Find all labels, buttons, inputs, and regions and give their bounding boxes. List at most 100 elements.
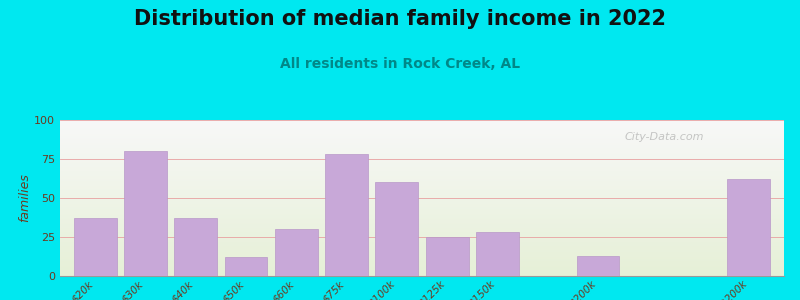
Bar: [60, 159, 784, 160]
Bar: [60, 161, 784, 162]
Bar: [60, 220, 784, 221]
Text: All residents in Rock Creek, AL: All residents in Rock Creek, AL: [280, 57, 520, 71]
Bar: [60, 152, 784, 153]
Bar: [60, 176, 784, 177]
Bar: [60, 226, 784, 227]
Bar: [60, 169, 784, 170]
Bar: [60, 237, 784, 238]
Bar: [60, 232, 784, 233]
Bar: [60, 255, 784, 256]
Bar: [60, 192, 784, 193]
Bar: [60, 136, 784, 137]
Bar: [60, 223, 784, 224]
Bar: [60, 198, 784, 199]
Bar: [60, 137, 784, 138]
Bar: [60, 121, 784, 122]
Bar: [60, 144, 784, 145]
Bar: [60, 264, 784, 265]
Bar: [60, 212, 784, 213]
Bar: [60, 242, 784, 243]
Bar: [60, 240, 784, 241]
Bar: [60, 167, 784, 168]
Bar: [60, 234, 784, 235]
Bar: [60, 254, 784, 255]
Bar: [60, 188, 784, 189]
Bar: [60, 149, 784, 150]
Bar: [275, 229, 318, 276]
Bar: [60, 139, 784, 140]
Bar: [174, 218, 217, 276]
Bar: [60, 268, 784, 269]
Bar: [74, 218, 117, 276]
Bar: [60, 157, 784, 158]
Bar: [60, 245, 784, 246]
Bar: [60, 222, 784, 223]
Bar: [60, 132, 784, 133]
Y-axis label: families: families: [18, 174, 31, 222]
Bar: [60, 265, 784, 266]
Bar: [60, 173, 784, 174]
Bar: [60, 135, 784, 136]
Bar: [60, 165, 784, 166]
Bar: [60, 210, 784, 211]
Bar: [124, 151, 167, 276]
Bar: [60, 150, 784, 151]
Bar: [60, 200, 784, 201]
Bar: [60, 163, 784, 164]
Bar: [60, 262, 784, 263]
Bar: [60, 216, 784, 217]
Bar: [60, 233, 784, 234]
Bar: [60, 141, 784, 142]
Bar: [60, 123, 784, 124]
Bar: [60, 261, 784, 262]
Bar: [60, 179, 784, 180]
Bar: [60, 199, 784, 200]
Bar: [60, 164, 784, 165]
Bar: [60, 186, 784, 187]
Bar: [60, 267, 784, 268]
Bar: [60, 224, 784, 225]
Bar: [60, 190, 784, 191]
Bar: [60, 153, 784, 154]
Bar: [60, 183, 784, 184]
Bar: [60, 174, 784, 175]
Bar: [60, 256, 784, 257]
Bar: [60, 182, 784, 183]
Bar: [60, 133, 784, 134]
Bar: [60, 227, 784, 228]
Bar: [60, 250, 784, 251]
Bar: [60, 122, 784, 123]
Bar: [60, 151, 784, 152]
Bar: [60, 145, 784, 146]
Bar: [60, 209, 784, 210]
Bar: [60, 140, 784, 141]
Bar: [60, 246, 784, 247]
Bar: [60, 221, 784, 222]
Bar: [60, 201, 784, 202]
Bar: [60, 274, 784, 275]
Bar: [60, 148, 784, 149]
Bar: [60, 158, 784, 159]
Bar: [60, 130, 784, 131]
Bar: [60, 211, 784, 212]
Bar: [60, 120, 784, 121]
Bar: [60, 275, 784, 276]
Bar: [426, 237, 469, 276]
Bar: [60, 172, 784, 173]
Bar: [60, 249, 784, 250]
Bar: [60, 160, 784, 161]
Bar: [60, 248, 784, 249]
Bar: [60, 128, 784, 129]
Bar: [60, 244, 784, 245]
Bar: [60, 194, 784, 195]
Bar: [60, 219, 784, 220]
Bar: [60, 189, 784, 190]
Bar: [60, 258, 784, 259]
Bar: [60, 252, 784, 253]
Bar: [60, 238, 784, 239]
Bar: [60, 134, 784, 135]
Bar: [60, 125, 784, 126]
Bar: [60, 205, 784, 206]
Bar: [326, 154, 368, 276]
Bar: [60, 162, 784, 163]
